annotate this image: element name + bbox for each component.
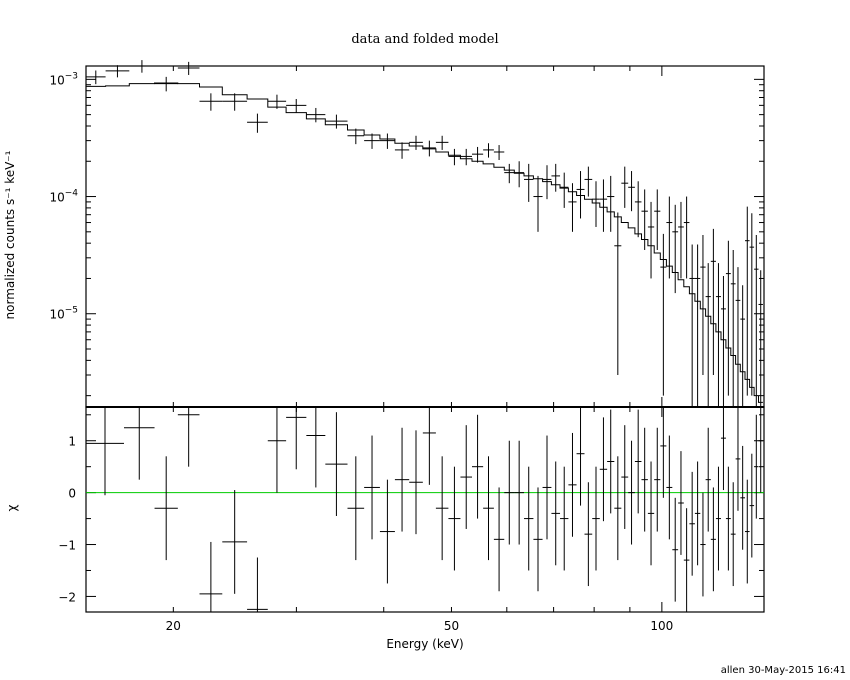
spectrum-frame xyxy=(85,65,765,408)
timestamp-stamp: allen 30-May-2015 16:41 xyxy=(721,665,846,676)
chart-title: data and folded model xyxy=(351,32,498,47)
residual-panel: 20 50 100 1 0 −1 −2 xyxy=(58,406,765,633)
y-tick-label: 10−4 xyxy=(49,189,78,205)
x-tick-label: 100 xyxy=(650,619,673,633)
spectrum-panel: 10−3 10−4 10−5 xyxy=(49,60,765,408)
residual-y-tick-label: 1 xyxy=(68,435,76,449)
y-tick-label: 10−5 xyxy=(49,306,78,322)
residual-frame xyxy=(85,406,765,613)
x-axis-label: Energy (keV) xyxy=(386,637,463,651)
residual-y-axis-label: χ xyxy=(5,504,19,511)
x-tick-label: 20 xyxy=(166,619,181,633)
y-tick-label: 10−3 xyxy=(49,71,78,87)
residual-y-tick-label: 0 xyxy=(68,487,76,501)
residual-y-tick-label: −2 xyxy=(58,590,76,604)
residual-y-tick-label: −1 xyxy=(58,539,76,553)
x-tick-label: 50 xyxy=(444,619,459,633)
spectrum-y-axis-label: normalized counts s⁻¹ keV⁻¹ xyxy=(3,150,17,319)
model-histogram xyxy=(86,82,763,403)
